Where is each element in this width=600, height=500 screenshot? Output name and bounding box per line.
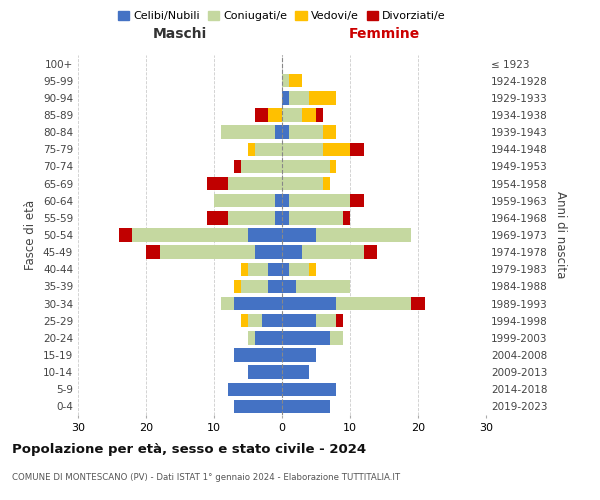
Bar	[214, 194, 275, 207]
Bar	[221, 126, 275, 139]
Text: Femmine: Femmine	[349, 28, 419, 42]
Bar	[255, 331, 282, 344]
Bar	[350, 194, 364, 207]
Bar	[207, 211, 227, 224]
Legend: Celibi/Nubili, Coniugati/e, Vedovi/e, Divorziati/e: Celibi/Nubili, Coniugati/e, Vedovi/e, Di…	[114, 6, 450, 26]
Bar	[227, 211, 275, 224]
Bar	[248, 142, 255, 156]
Bar	[316, 314, 337, 328]
Bar	[282, 262, 289, 276]
Text: COMUNE DI MONTESCANO (PV) - Dati ISTAT 1° gennaio 2024 - Elaborazione TUTTITALIA: COMUNE DI MONTESCANO (PV) - Dati ISTAT 1…	[12, 472, 400, 482]
Bar	[316, 228, 411, 241]
Bar	[146, 246, 160, 259]
Bar	[241, 160, 282, 173]
Bar	[289, 262, 309, 276]
Bar	[282, 160, 329, 173]
Bar	[248, 228, 282, 241]
Bar	[282, 280, 296, 293]
Bar	[337, 314, 343, 328]
Bar	[255, 108, 268, 122]
Bar	[364, 246, 377, 259]
Bar	[119, 228, 133, 241]
Bar	[282, 194, 289, 207]
Bar	[289, 126, 323, 139]
Bar	[329, 331, 343, 344]
Bar	[282, 297, 337, 310]
Bar	[282, 348, 316, 362]
Bar	[282, 211, 289, 224]
Bar	[235, 400, 282, 413]
Bar	[282, 400, 329, 413]
Bar	[235, 160, 241, 173]
Bar	[268, 280, 282, 293]
Bar	[268, 108, 282, 122]
Bar	[282, 74, 289, 88]
Bar	[235, 280, 241, 293]
Bar	[323, 142, 350, 156]
Bar	[282, 108, 302, 122]
Bar	[241, 314, 248, 328]
Bar	[282, 314, 316, 328]
Bar	[343, 211, 350, 224]
Bar	[248, 366, 282, 379]
Bar	[275, 126, 282, 139]
Text: Maschi: Maschi	[153, 28, 207, 42]
Bar	[248, 262, 268, 276]
Bar	[337, 297, 411, 310]
Bar	[282, 366, 309, 379]
Bar	[309, 262, 316, 276]
Bar	[248, 331, 255, 344]
Bar	[275, 194, 282, 207]
Bar	[282, 177, 323, 190]
Bar	[241, 262, 248, 276]
Bar	[309, 91, 337, 104]
Bar	[235, 348, 282, 362]
Bar	[221, 297, 235, 310]
Y-axis label: Anni di nascita: Anni di nascita	[554, 192, 567, 278]
Bar	[160, 246, 255, 259]
Bar	[227, 382, 282, 396]
Bar	[268, 262, 282, 276]
Bar	[289, 74, 302, 88]
Bar	[296, 280, 350, 293]
Bar	[323, 126, 337, 139]
Y-axis label: Fasce di età: Fasce di età	[25, 200, 37, 270]
Bar	[289, 211, 343, 224]
Bar	[207, 177, 227, 190]
Bar	[255, 246, 282, 259]
Bar	[289, 91, 309, 104]
Bar	[282, 331, 329, 344]
Bar	[227, 177, 282, 190]
Bar	[350, 142, 364, 156]
Bar	[282, 228, 316, 241]
Bar	[282, 246, 302, 259]
Text: Popolazione per età, sesso e stato civile - 2024: Popolazione per età, sesso e stato civil…	[12, 442, 366, 456]
Bar	[282, 382, 337, 396]
Bar	[235, 297, 282, 310]
Bar	[289, 194, 350, 207]
Bar	[248, 314, 262, 328]
Bar	[133, 228, 248, 241]
Bar	[275, 211, 282, 224]
Bar	[323, 177, 329, 190]
Bar	[329, 160, 337, 173]
Bar	[282, 91, 289, 104]
Bar	[282, 142, 323, 156]
Bar	[302, 246, 364, 259]
Bar	[316, 108, 323, 122]
Bar	[255, 142, 282, 156]
Bar	[241, 280, 268, 293]
Bar	[282, 126, 289, 139]
Bar	[302, 108, 316, 122]
Bar	[411, 297, 425, 310]
Bar	[262, 314, 282, 328]
